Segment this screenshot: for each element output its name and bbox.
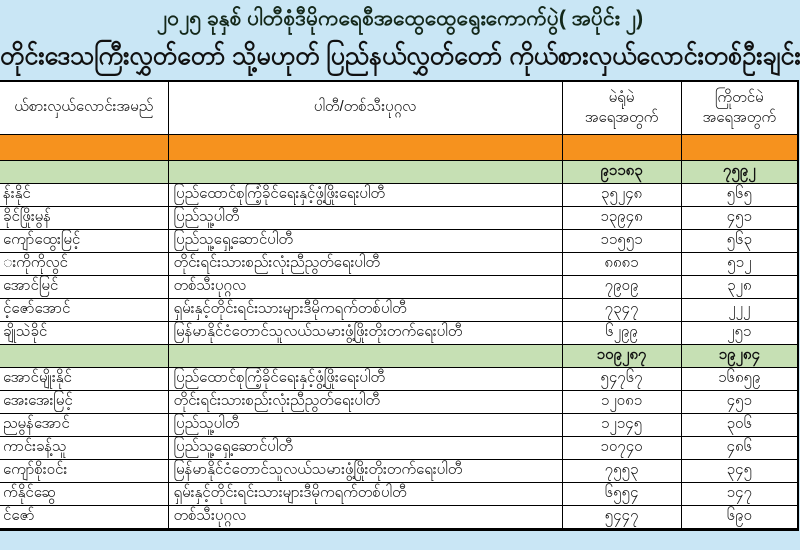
cell-name: းကိုကိုလွင်: [0, 252, 169, 276]
cell-party: ပြည်သူ့ပါတီ: [167, 206, 563, 230]
cell-votes: ၁၀၉၂၈၇: [561, 344, 682, 368]
candidate-row: အောင်မြင် တစ်သီးပုဂ္ဂလ ၇၉၀၉ ၃၂၈: [0, 275, 799, 299]
cell-advance: ၂၅၁: [680, 321, 799, 345]
cell-votes: ၁၂၁၄၅: [561, 413, 682, 437]
cell-votes: ၈၈၈၁: [561, 252, 682, 276]
candidate-row: းကိုကိုလွင် တိုင်းရင်းသားစည်းလုံးညီညွတ်ရေ…: [0, 252, 799, 276]
column-header-advance-votes: ကြိုတင်မဲ အရေအတွက်: [680, 80, 799, 135]
cell-party: [167, 160, 563, 184]
cell-name: အေးအေးမြင့်: [0, 390, 169, 414]
advance-votes-label-line2: အရေအတွက်: [702, 109, 777, 126]
page-title: ၂၀၂၅ ခုနှစ် ပါတီစုံဒီမိုကရေစီအထွေထွေရွေး…: [156, 7, 644, 30]
candidate-row: င့်ဇော်အောင် ရှမ်းနှင့်တိုင်းရင်းသားများဒ…: [0, 298, 799, 322]
cell-advance: ၆၉၀: [680, 505, 799, 530]
candidate-row: အောင်မျိုးနိုင် ပြည်ထောင်စုကြံ့ခိုင်ရေးနှ…: [0, 367, 799, 391]
cell-name: င့်ဇော်အောင်: [0, 298, 169, 322]
cell-name: က်နိုင်ဆွေ: [0, 482, 169, 506]
cell-votes: ၆၂၉၉: [561, 321, 682, 345]
column-header-candidate-name: ယ်စားလှယ်လောင်းအမည်: [0, 80, 169, 135]
column-header-station-votes: မဲရုံမဲ အရေအတွက်: [561, 80, 682, 135]
cell-name: ချိုသဲခိုင်: [0, 321, 169, 345]
cell-party: တစ်သီးပုဂ္ဂလ: [167, 275, 563, 299]
subtotal-row: ၁၀၉၂၈၇ ၁၉၂၈၄: [0, 344, 799, 368]
candidate-row: ကျော်စိုးဝင်း မြန်မာနိုင်ငံတောင်သူလယ်သမား…: [0, 459, 799, 483]
cell-party: တိုင်းရင်းသားစည်းလုံးညီညွတ်ရေးပါတီ: [167, 390, 563, 414]
cell-votes: ၃၅၂၄၈: [561, 183, 682, 207]
cell-name: ညမွန်အောင်: [0, 413, 169, 437]
cell-advance: [680, 134, 799, 161]
cell-votes: ၆၅၅၄: [561, 482, 682, 506]
candidate-row: အေးအေးမြင့် တိုင်းရင်းသားစည်းလုံးညီညွတ်ရေ…: [0, 390, 799, 414]
election-results-table: ယ်စားလှယ်လောင်းအမည် ပါတီ/တစ်သီးပုဂ္ဂလ မဲ…: [0, 80, 799, 531]
cell-advance: ၇၅၉၂: [680, 160, 799, 184]
cell-party: ပြည်သူ့ပါတီ: [167, 413, 563, 437]
cell-name: [0, 344, 169, 368]
cell-party: ရှမ်းနှင့်တိုင်းရင်းသားများဒီမိုကရက်တစ်ပ…: [167, 482, 563, 506]
cell-name: [0, 160, 169, 184]
table-header-row: ယ်စားလှယ်လောင်းအမည် ပါတီ/တစ်သီးပုဂ္ဂလ မဲ…: [0, 80, 799, 135]
cell-advance: ၃၄၅: [680, 459, 799, 483]
cell-party: ပြည်ထောင်စုကြံ့ခိုင်ရေးနှင့်ဖွံ့ဖြိုးရေး…: [167, 183, 563, 207]
station-votes-label-line1: မဲရုံမဲ: [608, 88, 635, 106]
section-band-row: [0, 134, 799, 161]
station-votes-label-line2: အရေအတွက်: [584, 109, 659, 126]
column-header-party: ပါတီ/တစ်သီးပုဂ္ဂလ: [167, 80, 563, 135]
cell-votes: ၉၁၁၈၃: [561, 160, 682, 184]
cell-votes: ၅၄၄၇: [561, 505, 682, 530]
cell-votes: ၇၃၄၇: [561, 298, 682, 322]
cell-votes: ၇၉၀၉: [561, 275, 682, 299]
cell-name: အောင်မျိုးနိုင်: [0, 367, 169, 391]
cell-advance: ၅၆၃: [680, 229, 799, 253]
cell-advance: ၁၉၂၈၄: [680, 344, 799, 368]
cell-party: တစ်သီးပုဂ္ဂလ: [167, 505, 563, 530]
cell-name: [0, 134, 169, 161]
cell-party: ပြည်သူ့ရှေ့ဆောင်ပါတီ: [167, 229, 563, 253]
cell-votes: ၁၀၇၄၀: [561, 436, 682, 460]
cell-votes: ၁၁၅၅၁: [561, 229, 682, 253]
cell-name: ကျော်ထွေးမြင့်: [0, 229, 169, 253]
subtotal-row: ၉၁၁၈၃ ၇၅၉၂: [0, 160, 799, 184]
candidate-row: ချိုသဲခိုင် မြန်မာနိုင်ငံတောင်သူလယ်သမားဖွ…: [0, 321, 799, 345]
cell-party: မြန်မာနိုင်ငံတောင်သူလယ်သမားဖွံ့ဖြိုးတိုး…: [167, 459, 563, 483]
cell-advance: ၄၅၁: [680, 390, 799, 414]
cell-advance: ၅၁၂: [680, 252, 799, 276]
candidate-row: န်းနိုင် ပြည်ထောင်စုကြံ့ခိုင်ရေးနှင့်ဖွံ့…: [0, 183, 799, 207]
cell-party: မြန်မာနိုင်ငံတောင်သူလယ်သမားဖွံ့ဖြိုးတိုး…: [167, 321, 563, 345]
cell-advance: ၃၀၆: [680, 413, 799, 437]
cell-party: [167, 134, 563, 161]
candidate-row: က်နိုင်ဆွေ ရှမ်းနှင့်တိုင်းရင်းသားများဒီမ…: [0, 482, 799, 506]
cell-name: င်ဇော်: [0, 505, 169, 530]
cell-votes: ၁၃၉၄၈: [561, 206, 682, 230]
cell-votes: [561, 134, 682, 161]
cell-advance: ၄၅၁: [680, 206, 799, 230]
cell-advance: ၃၂၈: [680, 275, 799, 299]
cell-votes: ၇၅၅၃: [561, 459, 682, 483]
candidate-row: ကျော်ထွေးမြင့် ပြည်သူ့ရှေ့ဆောင်ပါတီ ၁၁၅၅၁၅…: [0, 229, 799, 253]
cell-advance: ၁၄၇: [680, 482, 799, 506]
cell-votes: ၁၂၀၈၁: [561, 390, 682, 414]
candidate-row: ခိုင်ဖြိုးမွန် ပြည်သူ့ပါတီ ၁၃၉၄၈ ၄၅၁: [0, 206, 799, 230]
candidate-row: ညမွန်အောင် ပြည်သူ့ပါတီ ၁၂၁၄၅ ၃၀၆: [0, 413, 799, 437]
cell-votes: ၅၄၇၆၇: [561, 367, 682, 391]
candidate-row: င်ဇော် တစ်သီးပုဂ္ဂလ ၅၄၄၇ ၆၉၀: [0, 505, 799, 530]
cell-party: ပြည်ထောင်စုကြံ့ခိုင်ရေးနှင့်ဖွံ့ဖြိုးရေး…: [167, 367, 563, 391]
cell-party: တိုင်းရင်းသားစည်းလုံးညီညွတ်ရေးပါတီ: [167, 252, 563, 276]
cell-name: အောင်မြင်: [0, 275, 169, 299]
cell-party: ရှမ်းနှင့်တိုင်းရင်းသားများဒီမိုကရက်တစ်ပ…: [167, 298, 563, 322]
cell-advance: ၄၈၆: [680, 436, 799, 460]
cell-party: [167, 344, 563, 368]
advance-votes-label-line1: ကြိုတင်မဲ: [714, 88, 764, 106]
page-subtitle: တိုင်းဒေသကြီးလွှတ်တော် သို့မဟုတ် ပြည်နယ်…: [0, 42, 800, 70]
cell-name: ကျော်စိုးဝင်း: [0, 459, 169, 483]
cell-party: ပြည်သူ့ရှေ့ဆောင်ပါတီ: [167, 436, 563, 460]
cell-advance: ၁၆၈၅၉: [680, 367, 799, 391]
cell-name: ကာင်းခန့်သူ: [0, 436, 169, 460]
cell-advance: ၂၂၂: [680, 298, 799, 322]
candidate-row: ကာင်းခန့်သူ ပြည်သူ့ရှေ့ဆောင်ပါတီ ၁၀၇၄၀ ၄၈၆: [0, 436, 799, 460]
cell-name: ခိုင်ဖြိုးမွန်: [0, 206, 169, 230]
cell-name: န်းနိုင်: [0, 183, 169, 207]
cell-advance: ၅၆၅: [680, 183, 799, 207]
